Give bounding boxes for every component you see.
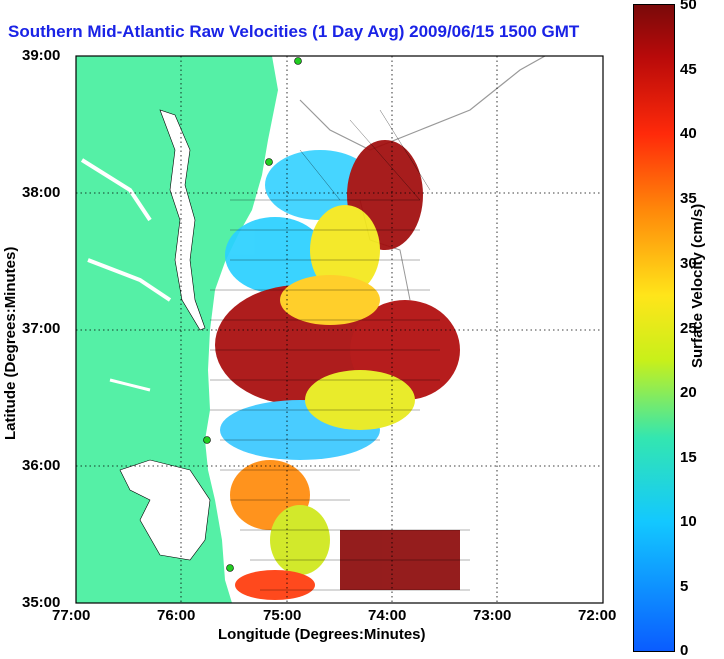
x-tick: 77:00 <box>52 607 91 624</box>
chesapeake-bay <box>159 109 206 331</box>
y-tick: 37:00 <box>22 320 61 337</box>
station-markers <box>203 57 302 572</box>
colorbar-tick: 15 <box>680 449 697 466</box>
colorbar-tick: 35 <box>680 190 697 207</box>
colorbar-tick: 20 <box>680 384 697 401</box>
y-axis-label: Latitude (Degrees:Minutes) <box>2 246 19 440</box>
x-tick: 73:00 <box>473 607 512 624</box>
colorbar-tick: 5 <box>680 578 689 595</box>
grid-lines <box>76 56 603 603</box>
colorbar-tick: 0 <box>680 642 689 659</box>
colorbar-label: Surface Velocity (cm/s) <box>689 203 706 368</box>
colorbar-tick: 25 <box>680 320 697 337</box>
colorbar-tick: 45 <box>680 61 697 78</box>
y-tick: 39:00 <box>22 47 61 64</box>
pamlico-sound <box>119 459 211 561</box>
x-tick: 72:00 <box>578 607 617 624</box>
colorbar-tick: 40 <box>680 125 697 142</box>
plot-frame <box>75 55 604 604</box>
colorbar-tick: 10 <box>680 513 697 530</box>
y-tick: 35:00 <box>22 594 61 611</box>
page-title: Southern Mid-Atlantic Raw Velocities (1 … <box>8 22 580 41</box>
colorbar <box>633 4 675 652</box>
y-tick: 38:00 <box>22 184 61 201</box>
x-tick: 74:00 <box>368 607 407 624</box>
y-tick: 36:00 <box>22 457 61 474</box>
x-tick: 76:00 <box>157 607 196 624</box>
colorbar-tick: 30 <box>680 255 697 272</box>
velocity-vectors <box>210 109 470 591</box>
colorbar-tick: 50 <box>680 0 697 13</box>
x-axis-label: Longitude (Degrees:Minutes) <box>218 626 426 643</box>
x-tick: 75:00 <box>263 607 302 624</box>
